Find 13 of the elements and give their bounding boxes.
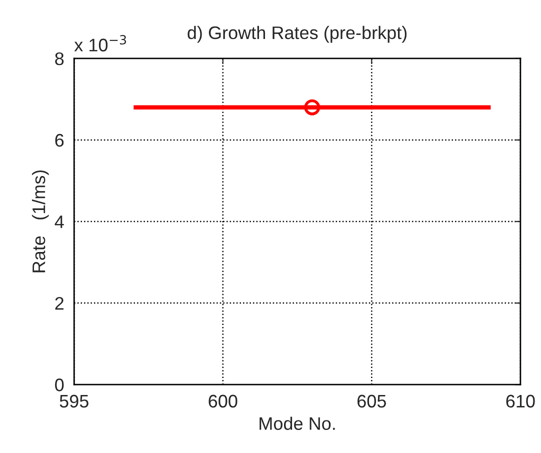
- x-tick-label: 595: [60, 394, 88, 408]
- x-axis-title: Mode No.: [260, 416, 335, 430]
- x-tick-label: 610: [506, 394, 535, 408]
- y-tick-label: 2: [55, 296, 64, 310]
- y-tick-label: 6: [55, 134, 64, 147]
- x-tick-label: 605: [358, 394, 386, 408]
- y-tick-label: 8: [55, 52, 64, 66]
- chart-title: d) Growth Rates (pre-brkpt): [188, 26, 407, 43]
- y-tick-label: 0: [55, 378, 64, 392]
- y-axis-title: Rate (1/ms): [32, 170, 49, 272]
- x-tick-label: 600: [208, 394, 238, 408]
- text: x 10$^{−3}$: [74, 35, 126, 52]
- y-tick-label: 4: [54, 216, 64, 228]
